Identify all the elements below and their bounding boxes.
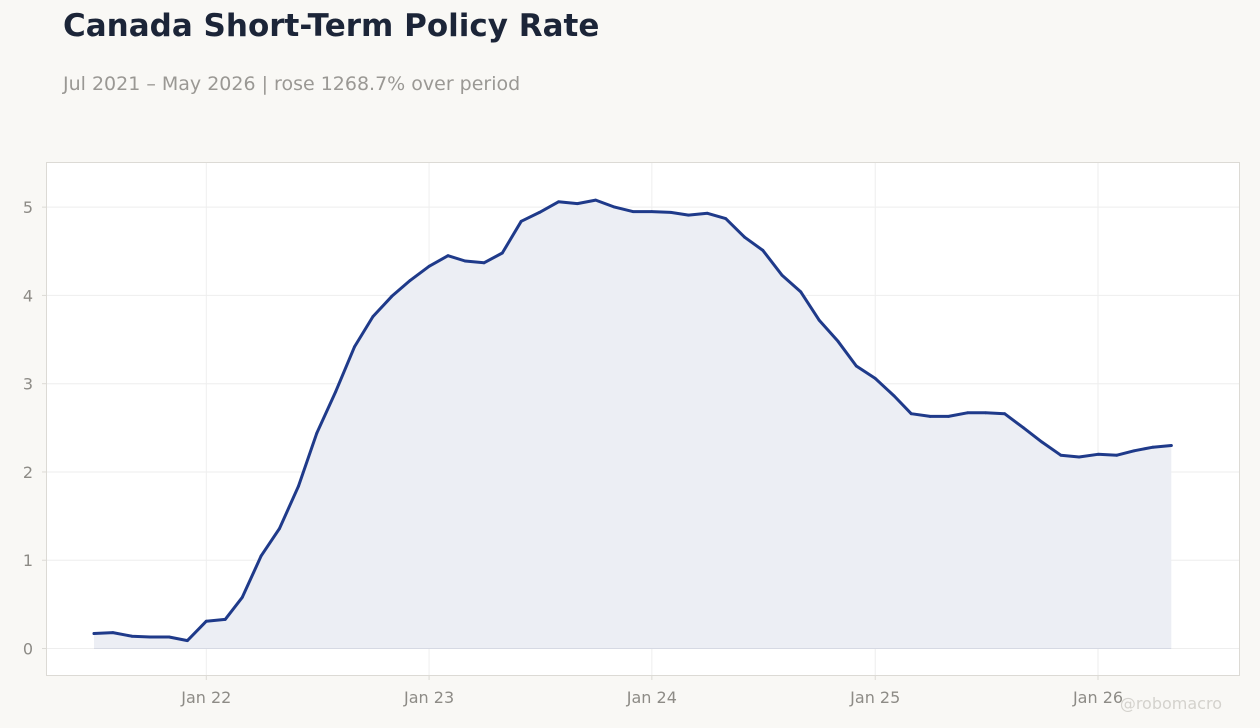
- data-point: [297, 484, 300, 488]
- data-point: [148, 635, 152, 639]
- data-point: [538, 211, 541, 214]
- data-point: [315, 431, 319, 435]
- x-tick-label: Jan 23: [403, 688, 454, 707]
- data-point: [1077, 455, 1081, 459]
- data-point: [334, 390, 338, 393]
- data-point: [669, 211, 673, 214]
- y-tick-label: 4: [23, 286, 33, 305]
- data-point: [780, 273, 784, 277]
- x-tick-label: Jan 24: [626, 688, 677, 707]
- data-point: [799, 290, 803, 294]
- tick-layer: 0 1 2 3 4 5 Jan 22 Jan 23 Jan 24 Jan 25 Jan 26: [23, 198, 1123, 707]
- data-point: [873, 377, 877, 380]
- data-point: [892, 394, 896, 398]
- data-point: [984, 411, 988, 415]
- data-point: [706, 211, 709, 215]
- data-point: [353, 345, 356, 348]
- data-point: [167, 635, 171, 639]
- data-point: [130, 634, 134, 638]
- data-point: [613, 205, 616, 209]
- data-point: [519, 219, 523, 223]
- chart-title: Canada Short-Term Policy Rate: [63, 8, 600, 44]
- data-layer: [92, 198, 1173, 650]
- data-point: [1132, 449, 1136, 453]
- data-point: [650, 210, 654, 214]
- data-point: [909, 412, 913, 416]
- data-point: [371, 315, 375, 318]
- y-tick-label: 2: [23, 463, 33, 482]
- data-point: [463, 259, 467, 263]
- data-point: [446, 254, 450, 258]
- data-point: [594, 198, 598, 202]
- data-point: [947, 415, 950, 418]
- data-point: [390, 294, 394, 298]
- data-point: [111, 631, 115, 634]
- data-point: [408, 279, 412, 282]
- data-point: [500, 251, 504, 255]
- data-point: [223, 618, 227, 621]
- data-point: [1022, 426, 1025, 430]
- y-tick-label: 1: [23, 551, 33, 570]
- data-point: [557, 200, 560, 204]
- data-point: [92, 632, 96, 635]
- data-point: [817, 318, 821, 322]
- data-point: [240, 595, 244, 599]
- y-tick-label: 5: [23, 198, 33, 217]
- x-tick-label: Jan 22: [180, 688, 231, 707]
- x-tick-label: Jan 26: [1072, 688, 1123, 707]
- data-point: [724, 217, 728, 221]
- data-point: [836, 339, 840, 343]
- data-point: [576, 202, 579, 206]
- data-point: [743, 235, 746, 239]
- data-point: [259, 554, 263, 558]
- chart-subtitle: Jul 2021 – May 2026 | rose 1268.7% over …: [63, 73, 521, 95]
- data-point: [1151, 445, 1155, 449]
- data-point: [1003, 412, 1006, 416]
- data-point: [761, 249, 765, 252]
- data-point: [928, 415, 932, 418]
- data-point: [278, 527, 281, 530]
- data-point: [854, 364, 858, 368]
- data-point: [427, 264, 431, 268]
- data-point: [1040, 440, 1044, 444]
- y-tick-label: 0: [23, 640, 33, 659]
- data-point: [631, 210, 635, 214]
- data-point: [1169, 444, 1173, 447]
- data-point: [186, 639, 189, 642]
- data-point: [1096, 452, 1100, 456]
- data-point: [482, 261, 486, 265]
- watermark: @robomacro: [1119, 694, 1222, 713]
- data-point: [966, 411, 969, 415]
- data-point: [1059, 453, 1063, 457]
- series-area: [94, 200, 1172, 649]
- data-point: [687, 213, 690, 217]
- data-point: [204, 619, 208, 623]
- y-tick-label: 3: [23, 375, 33, 394]
- data-point: [1115, 453, 1119, 457]
- x-tick-label: Jan 25: [849, 688, 900, 707]
